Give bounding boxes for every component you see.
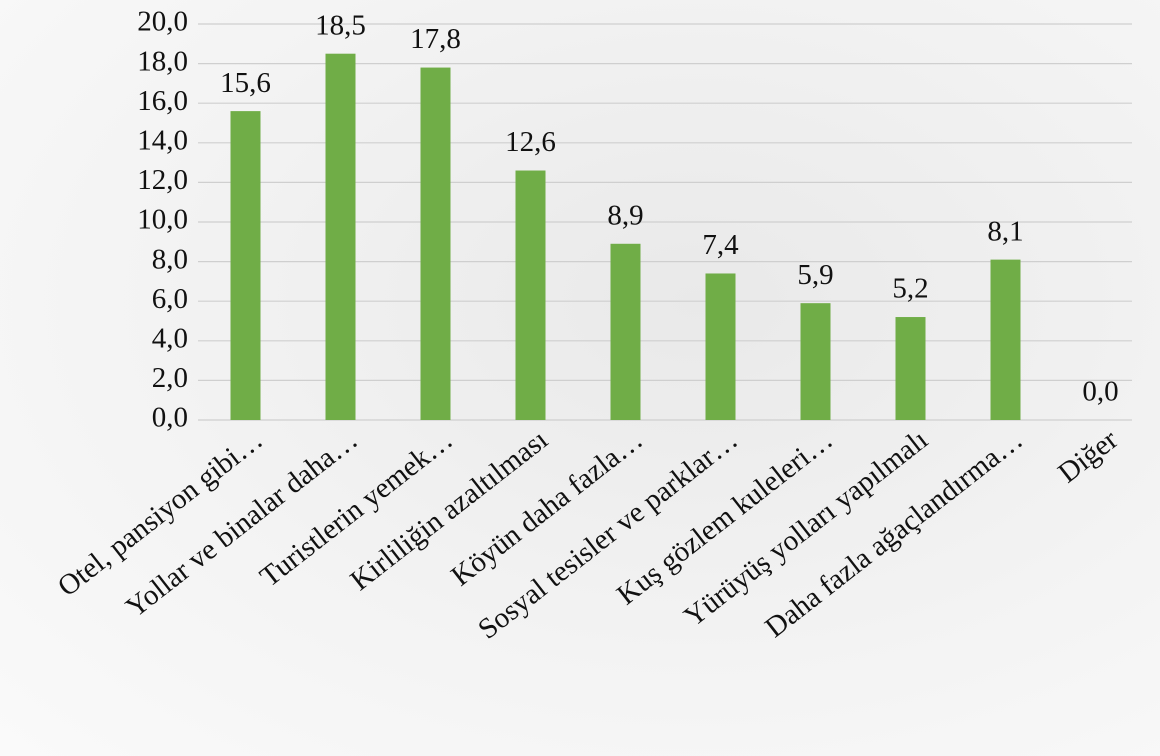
value-label: 7,4 [702, 229, 739, 261]
bar [990, 259, 1021, 420]
value-label: 8,1 [987, 215, 1023, 247]
x-tick-label: Diğer [1052, 423, 1124, 489]
bar [230, 111, 261, 421]
value-label: 12,6 [505, 126, 556, 158]
y-tick-label: 20,0 [137, 6, 188, 38]
value-label: 0,0 [1082, 376, 1118, 408]
bar [895, 317, 926, 420]
bar [325, 53, 356, 420]
value-label: 5,2 [892, 273, 928, 305]
value-label: 17,8 [410, 23, 461, 55]
bar [420, 67, 451, 420]
value-label: 5,9 [797, 259, 833, 291]
value-label: 8,9 [607, 199, 643, 231]
bar [705, 273, 736, 420]
value-label: 18,5 [315, 9, 366, 41]
y-tick-label: 16,0 [137, 85, 188, 117]
bar [610, 243, 641, 420]
bar [515, 170, 546, 420]
y-tick-label: 6,0 [152, 283, 188, 315]
y-tick-label: 12,0 [137, 164, 188, 196]
y-tick-label: 4,0 [152, 322, 188, 354]
y-tick-label: 14,0 [137, 124, 188, 156]
bar [800, 303, 831, 420]
y-tick-label: 2,0 [152, 362, 188, 394]
y-tick-label: 0,0 [152, 402, 188, 434]
y-tick-label: 18,0 [137, 45, 188, 77]
y-tick-label: 10,0 [137, 204, 188, 236]
y-tick-label: 8,0 [152, 243, 188, 275]
value-label: 15,6 [220, 67, 271, 99]
